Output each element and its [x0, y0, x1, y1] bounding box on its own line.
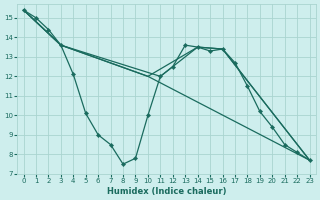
- X-axis label: Humidex (Indice chaleur): Humidex (Indice chaleur): [107, 187, 226, 196]
